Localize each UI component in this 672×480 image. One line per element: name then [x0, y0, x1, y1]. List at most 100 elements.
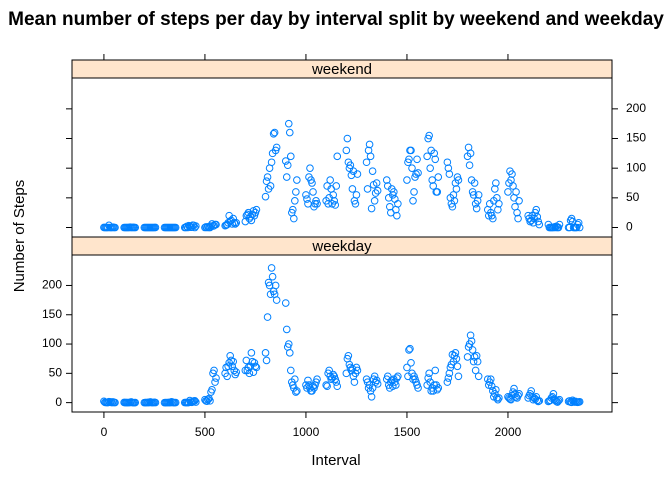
point	[453, 362, 462, 371]
point	[429, 182, 438, 190]
point	[267, 158, 276, 167]
point	[443, 378, 452, 386]
point	[292, 388, 300, 396]
point	[533, 213, 542, 221]
point	[410, 188, 418, 196]
point	[290, 214, 298, 223]
point	[265, 281, 274, 290]
point	[532, 205, 541, 214]
y-tick-label: 150	[626, 131, 646, 145]
point	[445, 369, 454, 378]
point	[293, 387, 301, 395]
point	[210, 366, 218, 375]
point	[306, 164, 314, 172]
point	[226, 351, 234, 360]
point	[494, 205, 502, 214]
point	[324, 199, 332, 208]
point	[191, 223, 199, 232]
point	[192, 222, 200, 230]
panel-frame	[71, 254, 613, 413]
x-tick-label: 1000	[293, 425, 320, 439]
point	[223, 372, 231, 381]
y-tick-label: 150	[42, 307, 62, 321]
point	[407, 146, 415, 155]
point	[391, 195, 399, 203]
point	[515, 390, 523, 398]
point	[553, 398, 562, 406]
point	[246, 213, 255, 221]
point	[512, 188, 520, 196]
point	[344, 351, 353, 360]
point	[508, 170, 516, 178]
point	[469, 357, 478, 366]
point	[263, 173, 272, 181]
point	[454, 176, 463, 184]
point	[465, 161, 474, 170]
y-tick-label: 100	[42, 336, 62, 350]
point	[407, 358, 415, 367]
point	[469, 191, 478, 199]
point	[425, 369, 433, 378]
point	[329, 370, 338, 379]
point	[431, 366, 440, 375]
point	[408, 164, 416, 172]
point	[291, 197, 299, 205]
point	[291, 375, 299, 383]
point	[472, 351, 481, 360]
point	[451, 349, 460, 357]
point	[304, 376, 312, 385]
point	[394, 372, 402, 381]
point	[565, 397, 574, 405]
point	[282, 325, 291, 334]
point	[382, 176, 391, 184]
point	[471, 366, 480, 375]
point	[405, 155, 413, 164]
y-tick-label: 200	[626, 101, 646, 115]
point	[261, 192, 270, 201]
point	[229, 357, 238, 366]
point	[309, 188, 317, 196]
point	[473, 197, 482, 205]
point	[424, 374, 432, 382]
point	[412, 170, 420, 178]
point	[492, 179, 500, 187]
point	[191, 397, 199, 405]
point	[466, 331, 475, 340]
point	[385, 202, 394, 211]
point	[452, 354, 461, 363]
point	[473, 357, 482, 366]
y-tick-label: 200	[42, 278, 62, 292]
point	[285, 349, 294, 357]
point	[348, 185, 357, 193]
point	[365, 140, 374, 149]
point	[454, 372, 463, 381]
point	[210, 221, 218, 230]
point	[332, 182, 341, 190]
point	[372, 376, 381, 385]
point	[423, 152, 431, 161]
point	[230, 366, 239, 375]
point	[414, 169, 422, 177]
point	[262, 356, 271, 365]
point	[514, 391, 522, 400]
point	[406, 344, 414, 353]
point	[434, 384, 443, 392]
point	[271, 281, 280, 290]
point	[322, 381, 330, 389]
point	[283, 161, 292, 170]
point	[232, 368, 241, 376]
point	[575, 397, 584, 406]
point	[269, 129, 278, 138]
y-tick-label: 50	[626, 190, 640, 204]
x-tick-label: 1500	[394, 425, 421, 439]
point	[495, 394, 503, 402]
point	[247, 349, 256, 357]
point	[325, 366, 333, 375]
point	[308, 179, 316, 187]
point	[284, 119, 293, 128]
point	[230, 218, 239, 227]
point	[362, 158, 371, 167]
point	[425, 131, 433, 140]
point	[486, 375, 495, 383]
